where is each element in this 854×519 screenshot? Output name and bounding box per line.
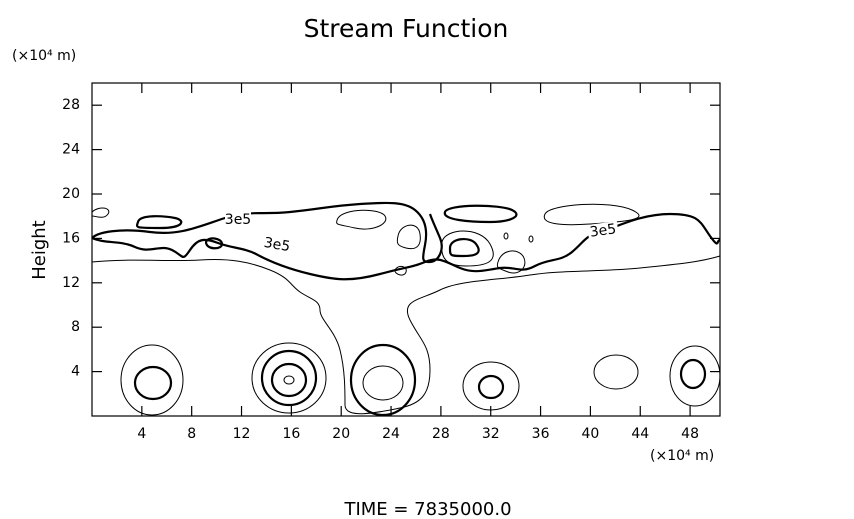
footer: TIME = 7835000.0 [343, 499, 511, 519]
y-axis-label: Height [29, 220, 50, 280]
contour-line [462, 361, 520, 411]
contour-line [443, 204, 518, 224]
y-tick-label: 24 [62, 142, 80, 158]
contour-line [251, 342, 327, 414]
y-tick-label: 20 [62, 186, 80, 202]
contour-line [336, 209, 387, 230]
y-unit: (×10⁴ m) [12, 48, 76, 64]
x-tick-label: 4 [137, 426, 146, 442]
x-tick-label: 32 [482, 426, 500, 442]
contour-line [270, 362, 308, 398]
chart-title: Stream Function [304, 14, 509, 43]
x-tick-label: 12 [233, 426, 251, 442]
contour-line [669, 345, 721, 407]
x-tick-label: 24 [382, 426, 400, 442]
contour-line [496, 250, 526, 274]
contour-line [91, 201, 443, 264]
contour-line [362, 365, 404, 401]
contour-line [91, 207, 110, 218]
y-tick-label: 28 [62, 97, 80, 113]
plot-frame [91, 82, 721, 417]
contour-line [448, 238, 480, 258]
contour-line [204, 237, 224, 250]
x-tick-label: 40 [581, 426, 599, 442]
contour-line [477, 374, 505, 400]
contours [91, 201, 721, 417]
y-tick-label: 8 [71, 319, 80, 335]
y-tick-label: 16 [62, 230, 80, 246]
y-tick-label: 12 [62, 275, 80, 291]
contour-line [543, 203, 640, 226]
contour-line [679, 358, 707, 390]
contour-line [260, 349, 318, 407]
contour-line [349, 343, 417, 417]
label-bg [587, 220, 619, 242]
contour-line [394, 265, 407, 276]
x-tick-label: 44 [631, 426, 649, 442]
contour-line [91, 255, 721, 415]
contour-label: 3e5 [225, 212, 251, 228]
contour-line [503, 232, 509, 240]
x-tick-label: 48 [681, 426, 699, 442]
contour-line [528, 235, 534, 243]
contour-line [133, 365, 173, 401]
contour-label: 3e5 [263, 235, 292, 255]
y-tick-label: 4 [71, 364, 80, 380]
x-tick-label: 20 [332, 426, 350, 442]
x-tick-label: 28 [432, 426, 450, 442]
x-tick-label: 16 [282, 426, 300, 442]
contour-line [396, 224, 421, 250]
contour-line [120, 344, 184, 416]
x-unit: (×10⁴ m) [650, 448, 714, 464]
x-tick-label: 8 [187, 426, 196, 442]
label-bg [260, 234, 294, 256]
label-bg [225, 212, 251, 228]
contour-line [135, 215, 183, 230]
contour-label: 3e5 [589, 221, 617, 241]
contour-line [441, 230, 494, 267]
contour-line [593, 354, 639, 390]
x-tick-label: 36 [532, 426, 550, 442]
contour-line [283, 375, 295, 385]
